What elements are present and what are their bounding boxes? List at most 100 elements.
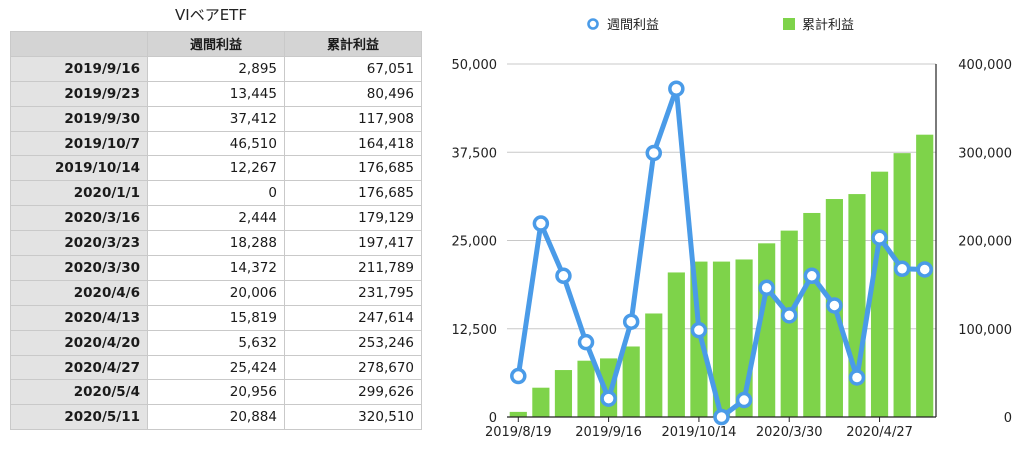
header-corner-cell — [10, 31, 148, 57]
row-date: 2020/5/4 — [10, 379, 148, 406]
axis-tick-labels: 0 0 12,500 100,000 25,000 200,000 37,500 300,00… — [452, 58, 1013, 440]
weekly-profit-point — [735, 391, 753, 409]
y-right-tick-label: 100,000 — [958, 323, 1012, 338]
cell-weekly-profit: 5,632 — [147, 329, 285, 356]
cell-weekly-profit: 37,412 — [147, 105, 285, 132]
cell-weekly-profit: 20,956 — [147, 379, 285, 406]
weekly-profit-point — [577, 333, 595, 351]
y-left-tick-label: 50,000 — [452, 58, 498, 73]
cell-cumulative-profit: 231,795 — [284, 279, 422, 306]
cumulative-bar — [622, 346, 640, 417]
header-weekly-profit: 週間利益 — [147, 31, 285, 57]
cumulative-bar — [893, 153, 911, 417]
row-date: 2020/4/20 — [10, 329, 148, 356]
cumulative-bar — [532, 387, 550, 417]
data-table-panel: VIベアETF 週間利益 累計利益 2019/9/16 2,895 67,051 20… — [0, 0, 430, 451]
cell-cumulative-profit: 117,908 — [284, 105, 422, 132]
row-date: 2020/4/27 — [10, 354, 148, 381]
cell-weekly-profit: 14,372 — [147, 255, 285, 281]
cell-cumulative-profit: 320,510 — [284, 404, 422, 431]
weekly-profit-point — [871, 229, 888, 246]
row-date: 2019/9/30 — [10, 105, 148, 132]
legend-bar-marker — [783, 18, 795, 30]
row-date: 2019/10/14 — [10, 155, 148, 182]
weekly-profit-point — [848, 369, 866, 386]
x-tick-label: 2019/8/19 — [485, 425, 552, 440]
cumulative-bar — [667, 272, 685, 417]
cumulative-bars — [509, 134, 934, 418]
weekly-profit-point — [690, 321, 708, 339]
x-tick-label: 2019/10/14 — [661, 425, 736, 440]
weekly-profit-point — [826, 297, 843, 314]
table-row: 2020/4/20 5,632 253,246 — [10, 329, 422, 356]
cumulative-bar — [577, 360, 595, 417]
cell-cumulative-profit: 253,246 — [284, 329, 422, 356]
profit-table: 週間利益 累計利益 2019/9/16 2,895 67,051 2019/9/23 1… — [10, 31, 422, 431]
cell-weekly-profit: 25,424 — [147, 354, 285, 381]
table-row: 2020/5/4 20,956 299,626 — [10, 379, 422, 406]
combo-chart-panel: 週間利益 累計利益 0 0 12,500 100,000 25,000 200,000 37,… — [430, 0, 1024, 451]
y-left-tick-label: 12,500 — [452, 323, 498, 338]
y-right-tick-label: 400,000 — [958, 58, 1012, 73]
weekly-line — [510, 80, 933, 426]
weekly-profit-point — [510, 367, 527, 385]
row-date: 2020/5/11 — [10, 404, 148, 431]
row-date: 2019/9/16 — [10, 55, 148, 82]
chart-legend: 週間利益 累計利益 — [587, 17, 854, 33]
table-row: 2020/4/13 15,819 247,614 — [10, 304, 422, 331]
row-date: 2020/4/13 — [10, 304, 148, 331]
cumulative-bar — [803, 212, 821, 417]
cell-weekly-profit: 20,884 — [147, 404, 285, 431]
row-date: 2020/3/23 — [10, 230, 148, 257]
y-right-tick-label: 200,000 — [958, 235, 1012, 250]
cumulative-bar — [712, 261, 731, 417]
legend-weekly-label: 週間利益 — [607, 18, 659, 33]
header-cumulative-profit: 累計利益 — [284, 31, 422, 57]
table-title: VIベアETF — [175, 6, 247, 24]
table-body: 2019/9/16 2,895 67,051 2019/9/23 13,445 80,49… — [10, 55, 422, 431]
cell-weekly-profit: 0 — [147, 180, 285, 207]
cumulative-bar — [509, 411, 527, 417]
legend-line-marker — [587, 18, 599, 30]
cell-cumulative-profit: 176,685 — [284, 155, 422, 182]
table-row: 2020/3/30 14,372 211,789 — [10, 255, 422, 281]
cumulative-bar — [780, 230, 798, 417]
row-date: 2020/3/16 — [10, 205, 148, 232]
y-left-tick-label: 0 — [489, 411, 497, 426]
weekly-profit-point — [668, 80, 685, 97]
row-date: 2020/4/6 — [10, 279, 148, 306]
cell-weekly-profit: 13,445 — [147, 80, 285, 107]
cell-weekly-profit: 2,444 — [147, 205, 285, 232]
cell-weekly-profit: 46,510 — [147, 130, 285, 157]
table-row: 2019/9/16 2,895 67,051 — [10, 55, 422, 82]
weekly-profit-point — [780, 307, 798, 324]
cell-weekly-profit: 18,288 — [147, 230, 285, 257]
cell-weekly-profit: 2,895 — [147, 55, 285, 82]
y-left-tick-label: 25,000 — [452, 235, 498, 250]
cell-cumulative-profit: 299,626 — [284, 379, 422, 406]
weekly-profit-point — [803, 267, 821, 285]
cell-cumulative-profit: 176,685 — [284, 180, 422, 207]
table-row: 2020/5/11 20,884 320,510 — [10, 404, 422, 431]
weekly-profit-point — [758, 279, 775, 297]
table-row: 2019/9/23 13,445 80,496 — [10, 80, 422, 107]
table-row: 2019/10/7 46,510 164,418 — [10, 130, 422, 157]
x-tick-label: 2020/3/30 — [756, 425, 823, 440]
table-row: 2020/1/1 0 176,685 — [10, 180, 422, 207]
row-date: 2019/10/7 — [10, 130, 148, 157]
legend-cumulative-label: 累計利益 — [802, 17, 854, 33]
cumulative-bar — [870, 171, 889, 417]
weekly-profit-point — [600, 390, 617, 407]
cell-weekly-profit: 20,006 — [147, 279, 285, 306]
cell-cumulative-profit: 67,051 — [284, 55, 422, 82]
x-tick-label: 2019/9/16 — [575, 425, 642, 440]
table-row: 2020/3/16 2,444 179,129 — [10, 205, 422, 232]
weekly-profit-point — [532, 215, 550, 232]
weekly-profit-point — [893, 260, 911, 277]
cell-cumulative-profit: 179,129 — [284, 205, 422, 232]
table-row: 2019/9/30 37,412 117,908 — [10, 105, 422, 132]
row-date: 2020/3/30 — [10, 255, 148, 281]
y-right-tick-label: 300,000 — [958, 146, 1012, 161]
cell-weekly-profit: 15,819 — [147, 304, 285, 331]
weekly-profit-point — [622, 313, 640, 330]
